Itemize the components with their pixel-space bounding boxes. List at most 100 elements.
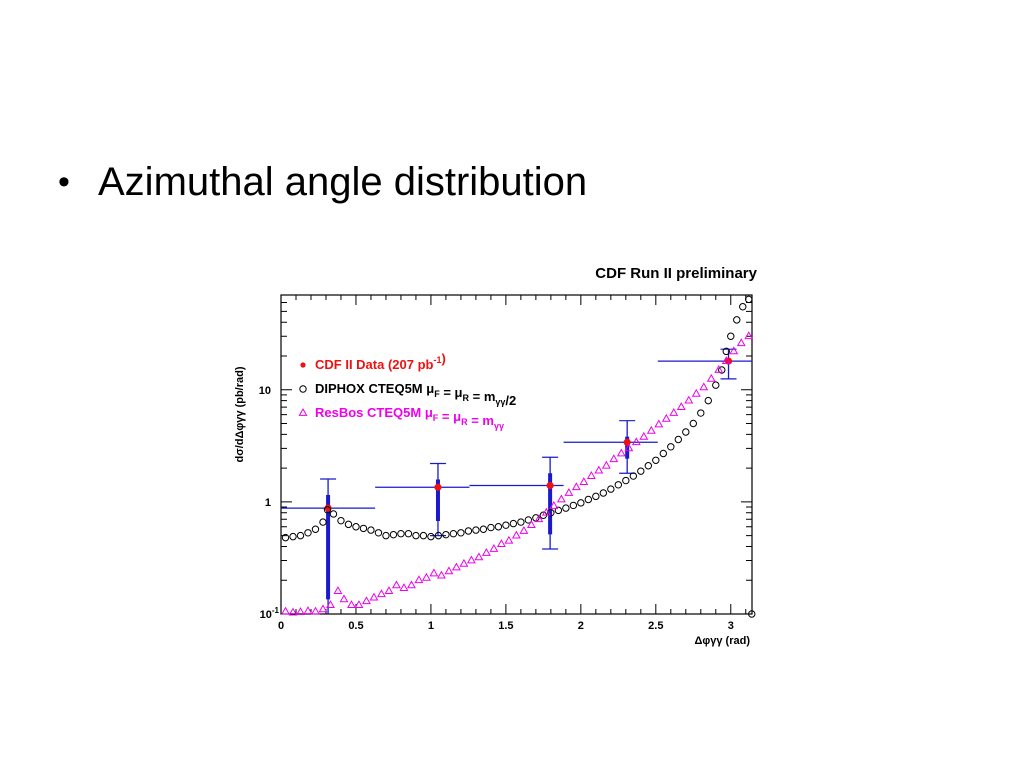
resbos-point — [362, 596, 371, 605]
diphox-point — [682, 428, 690, 436]
diphox-point — [748, 610, 756, 618]
diphox-point — [712, 381, 720, 389]
resbos-point — [347, 600, 356, 609]
resbos-point — [706, 373, 716, 382]
diphox-point — [502, 521, 510, 529]
resbos-point — [594, 465, 604, 474]
x-tick-label: 2 — [578, 620, 584, 632]
diphox-point — [652, 456, 660, 464]
legend-marker-resbos — [298, 407, 308, 416]
resbos-point — [601, 460, 611, 469]
resbos-point — [511, 530, 521, 539]
resbos-point — [714, 364, 724, 373]
legend-entry-label: CDF II Data (207 pb-1) — [315, 351, 446, 372]
resbos-point — [556, 494, 566, 503]
diphox-point — [352, 523, 360, 531]
resbos-point — [549, 500, 559, 509]
resbos-point — [288, 607, 298, 616]
bullet-text: Azimuthal angle distribution — [98, 160, 588, 204]
resbos-point — [474, 552, 484, 561]
resbos-point — [333, 586, 343, 595]
legend-entry-label: DIPHOX CTEQ5M μF = μR = mγγ/2 — [315, 381, 516, 408]
diphox-point — [281, 533, 290, 542]
resbos-point — [691, 388, 701, 397]
x-tick-label: 1 — [428, 620, 434, 632]
diphox-point — [404, 530, 413, 538]
resbos-point — [526, 520, 536, 529]
resbos-point — [436, 570, 446, 579]
resbos-point — [684, 395, 694, 404]
diphox-point — [319, 518, 327, 526]
diphox-point — [689, 419, 697, 428]
x-tick-label: 1.5 — [498, 620, 513, 632]
diphox-point — [577, 499, 585, 507]
diphox-point — [592, 492, 600, 501]
resbos-point — [744, 331, 754, 340]
diphox-point — [674, 435, 682, 444]
y-tick-label: 10 — [259, 385, 271, 397]
legend-marker-data — [300, 362, 306, 368]
resbos-point — [406, 580, 416, 589]
resbos-point — [609, 454, 619, 463]
data-point — [434, 483, 442, 491]
resbos-point — [421, 572, 431, 581]
resbos-point — [661, 413, 671, 422]
diphox-point — [419, 531, 428, 540]
diphox-point — [442, 530, 450, 539]
series-layer — [281, 295, 756, 618]
diphox-point — [659, 449, 668, 458]
resbos-point — [339, 594, 349, 603]
legend: CDF II Data (207 pb-1) DIPHOX CTEQ5M μF =… — [298, 351, 516, 431]
series-triangle — [281, 331, 754, 616]
diphox-point — [629, 472, 638, 480]
resbos-point — [616, 448, 626, 457]
diphox-point — [722, 347, 730, 356]
resbos-point — [571, 482, 581, 491]
diphox-point — [367, 526, 375, 534]
diphox-point — [637, 467, 645, 475]
resbos-point — [414, 575, 424, 584]
diphox-point — [457, 529, 465, 537]
resbos-point — [564, 487, 574, 496]
diphox-point — [311, 525, 320, 533]
data-stat-error-band — [548, 473, 553, 535]
diphox-point — [599, 489, 608, 497]
resbos-point — [296, 607, 305, 615]
axis-ticks: 0 0.5 1 1.5 2 2.5 3 10-1 1 10 — [259, 294, 752, 632]
data-point — [546, 481, 554, 490]
diphox-point — [727, 332, 735, 340]
resbos-point — [534, 514, 544, 523]
resbos-point — [444, 566, 454, 575]
resbos-point — [519, 525, 529, 534]
resbos-point — [654, 419, 664, 428]
resbos-point — [326, 600, 335, 609]
resbos-point — [489, 543, 499, 552]
resbos-point — [639, 431, 649, 440]
bullet-symbol: • — [58, 163, 70, 201]
diphox-point — [745, 295, 753, 304]
diphox-point — [607, 485, 615, 493]
diphox-point — [449, 530, 458, 538]
resbos-point — [624, 443, 634, 452]
diphox-point — [374, 529, 383, 537]
diphox-point — [524, 516, 533, 524]
resbos-point — [391, 580, 401, 589]
diphox-point — [584, 495, 593, 504]
diphox-point — [547, 509, 555, 517]
resbos-point — [504, 535, 514, 544]
diphox-point — [397, 530, 405, 538]
diphox-point — [622, 476, 630, 485]
resbos-point — [459, 558, 469, 567]
x-tick-label: 0.5 — [348, 620, 363, 632]
series-circle — [281, 295, 756, 618]
resbos-point — [318, 604, 328, 613]
x-tick-label: 2.5 — [648, 620, 663, 632]
resbos-point — [384, 586, 394, 595]
y-tick-label: 1 — [265, 497, 271, 509]
diphox-point — [562, 504, 570, 512]
data-point — [623, 438, 631, 446]
resbos-point — [721, 356, 731, 365]
resbos-point — [541, 507, 551, 516]
diphox-point — [733, 316, 741, 324]
resbos-point — [451, 562, 461, 571]
